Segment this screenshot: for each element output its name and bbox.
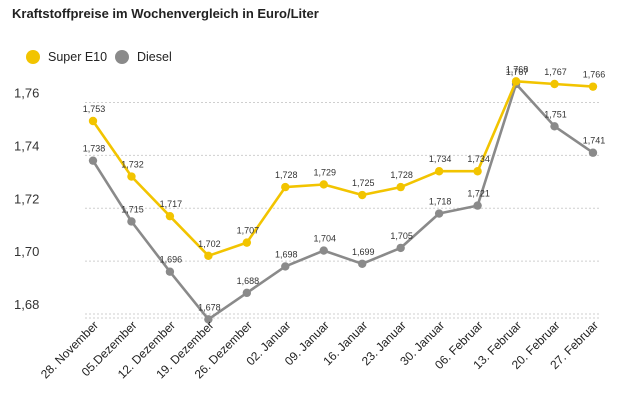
data-label-diesel: 1,696: [160, 255, 183, 265]
data-label-super-e10: 1,734: [467, 154, 490, 164]
data-label-diesel: 1,705: [390, 231, 413, 241]
data-point-diesel: [127, 217, 136, 226]
legend-marker-diesel: [115, 50, 129, 64]
data-point-super-e10: [358, 190, 367, 200]
data-point-super-e10: [165, 211, 175, 221]
data-label-diesel: 1,767: [506, 67, 529, 77]
data-label-super-e10: 1,728: [275, 170, 298, 180]
data-label-diesel: 1,741: [583, 136, 606, 146]
data-label-diesel: 1,688: [237, 276, 260, 286]
y-axis-ticks: 1,68 1,70 1,72 1,74 1,76: [14, 86, 39, 313]
data-label-diesel: 1,715: [121, 204, 144, 214]
data-label-super-e10: 1,734: [429, 154, 452, 164]
y-tick-label: 1,76: [14, 86, 39, 101]
data-label-super-e10: 1,728: [390, 170, 413, 180]
data-point-super-e10: [473, 167, 482, 176]
series-line-diesel: [91, 82, 594, 321]
data-point-diesel: [165, 267, 175, 276]
data-point-super-e10: [550, 79, 559, 89]
data-label-diesel: 1,751: [544, 109, 567, 119]
data-point-super-e10: [88, 116, 98, 126]
data-point-super-e10: [511, 77, 521, 86]
data-point-diesel: [396, 243, 405, 253]
data-point-super-e10: [588, 82, 598, 91]
data-label-super-e10: 1,732: [121, 160, 144, 170]
legend-label-diesel: Diesel: [137, 50, 172, 64]
data-label-diesel: 1,678: [198, 302, 221, 312]
data-point-diesel: [550, 122, 559, 131]
data-label-super-e10: 1,729: [313, 167, 336, 177]
y-tick-label: 1,70: [14, 244, 39, 259]
data-point-diesel: [473, 201, 482, 210]
legend: Super E10 Diesel: [26, 50, 172, 64]
data-labels: 1,753 1,732 1,717 1,702 1,707 1,728 1,729 1,725…: [83, 64, 606, 312]
data-label-super-e10: 1,753: [83, 104, 106, 114]
data-label-super-e10: 1,766: [583, 70, 606, 80]
data-label-diesel: 1,698: [275, 249, 298, 259]
data-point-super-e10: [127, 172, 136, 181]
data-point-super-e10: [396, 182, 405, 192]
data-label-diesel: 1,718: [429, 197, 452, 207]
data-point-diesel: [204, 315, 213, 324]
data-point-diesel: [358, 259, 367, 268]
data-label-super-e10: 1,707: [237, 226, 260, 236]
data-point-diesel: [242, 288, 252, 298]
data-point-super-e10: [204, 251, 213, 261]
data-point-super-e10: [319, 180, 328, 189]
data-label-super-e10: 1,717: [160, 199, 183, 209]
data-label-super-e10: 1,768: [506, 64, 529, 74]
data-label-super-e10: 1,725: [352, 178, 375, 188]
data-label-diesel: 1,699: [352, 247, 375, 257]
legend-marker-super-e10: [26, 50, 40, 64]
series-line-super-e10: [91, 80, 594, 258]
chart-title: Kraftstoffpreise im Wochenvergleich in E…: [12, 6, 319, 21]
data-point-diesel: [319, 246, 328, 255]
data-point-diesel: [588, 148, 598, 157]
y-tick-label: 1,68: [14, 297, 39, 312]
data-label-diesel: 1,704: [313, 234, 336, 244]
y-tick-label: 1,72: [14, 191, 39, 206]
data-label-super-e10: 1,767: [544, 67, 567, 77]
series-lines: [88, 77, 598, 324]
data-point-diesel: [434, 209, 444, 218]
data-point-diesel: [281, 262, 290, 271]
legend-label-super-e10: Super E10: [48, 50, 107, 64]
data-point-diesel: [88, 156, 98, 165]
data-label-diesel: 1,721: [467, 189, 490, 199]
data-point-super-e10: [434, 167, 444, 176]
data-label-super-e10: 1,702: [198, 239, 221, 249]
data-point-super-e10: [242, 238, 252, 247]
data-point-super-e10: [281, 182, 290, 192]
data-label-diesel: 1,738: [83, 144, 106, 154]
gridlines: [85, 102, 600, 319]
y-tick-label: 1,74: [14, 138, 39, 153]
